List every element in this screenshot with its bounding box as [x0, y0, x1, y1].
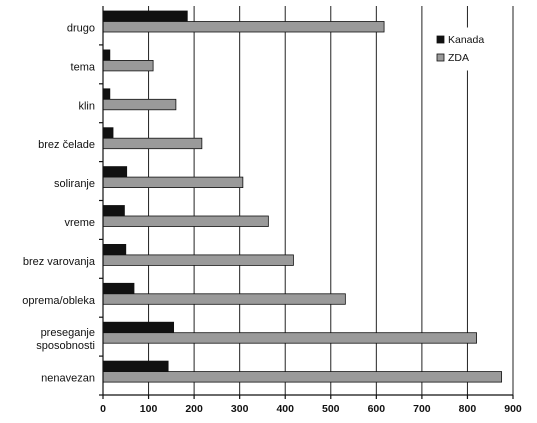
- category-label-0: drugo: [67, 22, 95, 34]
- x-tick-label-200: 200: [185, 403, 203, 415]
- bar-kanada-7: [102, 282, 135, 295]
- category-label-2: klin: [78, 100, 95, 112]
- category-label-8: preseganje sposobnosti: [36, 327, 95, 352]
- axes: [99, 6, 514, 399]
- x-tick-label-0: 0: [100, 403, 106, 415]
- category-label-5: vreme: [64, 217, 95, 229]
- bar-zda-9: [102, 371, 503, 383]
- category-label-6: brez varovanja: [23, 256, 96, 268]
- x-tick-label-700: 700: [413, 403, 431, 415]
- x-tick-label-600: 600: [368, 403, 386, 415]
- bar-kanada-8: [102, 321, 175, 334]
- category-label-9: nenavezan: [41, 373, 95, 385]
- bar-kanada-5: [102, 205, 125, 217]
- x-tick-label-100: 100: [140, 403, 158, 415]
- category-label-3: brez čelade: [38, 139, 95, 151]
- bar-zda-0: [102, 21, 385, 33]
- bar-kanada-2: [102, 88, 111, 100]
- x-tick-label-500: 500: [322, 403, 340, 415]
- bar-zda-3: [102, 137, 203, 150]
- bar-kanada-3: [102, 127, 114, 139]
- x-tick-label-900: 900: [504, 403, 522, 415]
- legend-box: [431, 27, 507, 71]
- x-tick-labels: 0 100 200 300 400 500 600 700 800 900: [100, 403, 522, 415]
- bar-zda-7: [102, 293, 346, 305]
- bar-zda-2: [102, 98, 177, 111]
- category-label-1: tema: [71, 61, 96, 73]
- bar-kanada-1: [102, 49, 111, 61]
- x-tick-label-400: 400: [276, 403, 294, 415]
- x-tick-label-300: 300: [231, 403, 249, 415]
- bar-zda-8: [102, 332, 477, 344]
- category-label-7: oprema/obleka: [22, 295, 96, 307]
- bar-kanada-9: [102, 360, 169, 373]
- bar-zda-1: [102, 60, 154, 72]
- bar-kanada-6: [102, 243, 127, 256]
- legend: Kanada ZDA: [431, 27, 507, 71]
- bar-zda-4: [102, 176, 244, 189]
- gridlines: [148, 6, 514, 395]
- category-label-4: soliranje: [54, 178, 95, 190]
- bar-kanada-0: [102, 10, 188, 22]
- bar-kanada-4: [102, 166, 128, 178]
- bar-zda-5: [102, 215, 269, 227]
- bar-zda-6: [102, 254, 294, 266]
- category-labels: drugo tema klin brez čelade soliranje vreme br…: [22, 22, 96, 384]
- legend-label-kanada: Kanada: [448, 34, 484, 46]
- legend-swatch-kanada: [436, 35, 445, 44]
- x-tick-label-800: 800: [459, 403, 477, 415]
- legend-label-zda: ZDA: [448, 52, 469, 64]
- legend-swatch-zda: [436, 53, 445, 62]
